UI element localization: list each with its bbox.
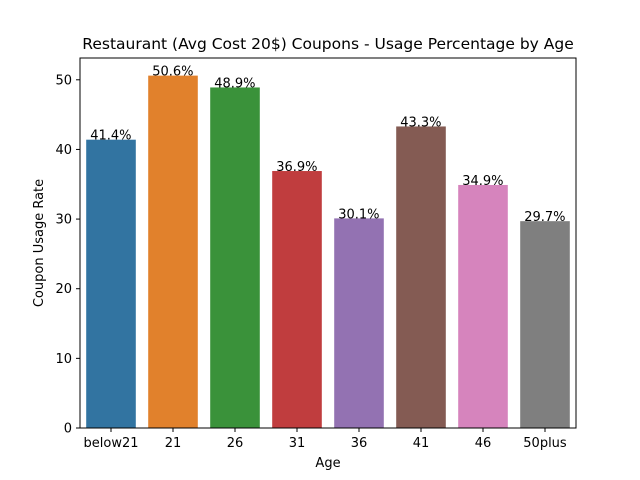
bar-31 (272, 171, 322, 428)
x-axis: below21 21 26 31 36 41 46 50plus (84, 428, 567, 451)
data-label-below21: 41.4% (90, 129, 131, 144)
bar-41 (396, 126, 446, 429)
y-tick-label: 10 (55, 352, 72, 367)
data-label-36: 30.1% (338, 207, 379, 222)
bar-36 (334, 218, 384, 428)
y-tick-label: 40 (55, 143, 72, 158)
y-axis-label: Coupon Usage Rate (32, 179, 47, 307)
x-tick-label: 31 (289, 436, 306, 451)
y-tick-label: 20 (55, 282, 72, 297)
x-tick-label: 21 (165, 436, 182, 451)
bar-46 (458, 184, 508, 428)
x-tick-label: 41 (413, 436, 430, 451)
data-labels-group: 41.4% 50.6% 48.9% 36.9% 30.1% 43.3% 34.9% 29.7% (90, 65, 565, 226)
x-tick-label: below21 (84, 436, 139, 451)
bar-26 (210, 87, 260, 428)
x-tick-label: 36 (351, 436, 368, 451)
y-tick-label: 0 (64, 422, 72, 437)
x-tick-label: 46 (475, 436, 492, 451)
data-label-50plus: 29.7% (524, 210, 565, 225)
bar-21 (148, 75, 198, 428)
data-label-46: 34.9% (462, 174, 503, 189)
y-tick-label: 30 (55, 213, 72, 228)
x-axis-label: Age (315, 456, 340, 471)
y-axis: 0 10 20 30 40 50 (55, 73, 80, 437)
data-label-41: 43.3% (400, 115, 441, 130)
x-tick-label: 50plus (523, 436, 567, 451)
y-tick-label: 50 (55, 73, 72, 88)
plot-frame (79, 57, 577, 429)
data-label-21: 50.6% (152, 65, 193, 80)
bars-group (86, 75, 570, 429)
bar-50plus (520, 221, 570, 428)
bar-below21 (86, 139, 136, 429)
data-label-31: 36.9% (276, 160, 317, 175)
data-label-26: 48.9% (214, 76, 255, 91)
chart-title: Restaurant (Avg Cost 20$) Coupons - Usag… (82, 35, 573, 53)
x-tick-label: 26 (227, 436, 244, 451)
